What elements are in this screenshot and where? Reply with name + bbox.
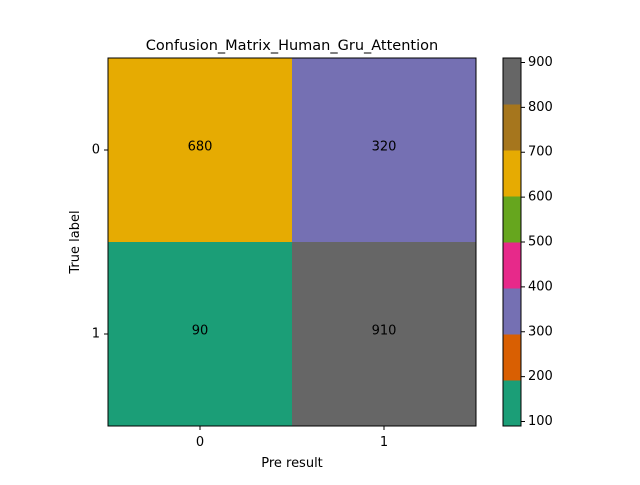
colorbar-segment-3 xyxy=(503,242,521,289)
colorbar-tick-label-0: 100 xyxy=(528,414,553,429)
colorbar-segment-7 xyxy=(503,58,521,105)
colorbar-tick-label-8: 900 xyxy=(528,55,553,70)
x-axis-label: Pre result xyxy=(261,456,323,471)
colorbar-tick-label-5: 600 xyxy=(528,190,553,205)
y-axis-ticks: 01 xyxy=(92,143,108,342)
cell-value-label-0-1: 320 xyxy=(372,140,397,155)
plot-frame xyxy=(107,57,477,427)
colorbar-tick-label-3: 400 xyxy=(528,279,553,294)
colorbar-segment-6 xyxy=(503,104,521,151)
chart-title: Confusion_Matrix_Human_Gru_Attention xyxy=(146,38,438,54)
colorbar-tick-label-6: 700 xyxy=(528,145,553,160)
colorbar-frame xyxy=(502,57,522,427)
colorbar-ticks: 100 200 300 400 500 600 700 800 900 xyxy=(521,55,553,429)
colorbar-segment-5 xyxy=(503,150,521,197)
cell-value-label-1-1: 910 xyxy=(372,324,397,339)
colorbar-tick-label-1: 200 xyxy=(528,369,553,384)
heatmap-cell-1-1 xyxy=(292,242,476,426)
heatmap-cell-labels: 680 320 90 910 xyxy=(188,140,397,339)
colorbar-tick-label-7: 800 xyxy=(528,100,553,115)
heatmap-cells xyxy=(108,58,476,426)
colorbar-segment-0 xyxy=(503,380,521,427)
y-tick-label-0: 0 xyxy=(92,143,100,158)
x-tick-label-0: 0 xyxy=(196,435,204,450)
x-tick-label-1: 1 xyxy=(380,435,388,450)
colorbar-segment-4 xyxy=(503,196,521,243)
heatmap-cell-1-0 xyxy=(108,242,292,426)
heatmap-cell-0-1 xyxy=(292,58,476,242)
colorbar-segment-2 xyxy=(503,288,521,335)
colorbar-tick-label-2: 300 xyxy=(528,324,553,339)
y-axis-label: True label xyxy=(68,210,83,274)
y-tick-label-1: 1 xyxy=(92,327,100,342)
cell-value-label-0-0: 680 xyxy=(188,140,213,155)
heatmap-cell-0-0 xyxy=(108,58,292,242)
colorbar-segment-1 xyxy=(503,334,521,381)
colorbar xyxy=(503,58,521,427)
colorbar-tick-label-4: 500 xyxy=(528,235,553,250)
cell-value-label-1-0: 90 xyxy=(192,324,209,339)
